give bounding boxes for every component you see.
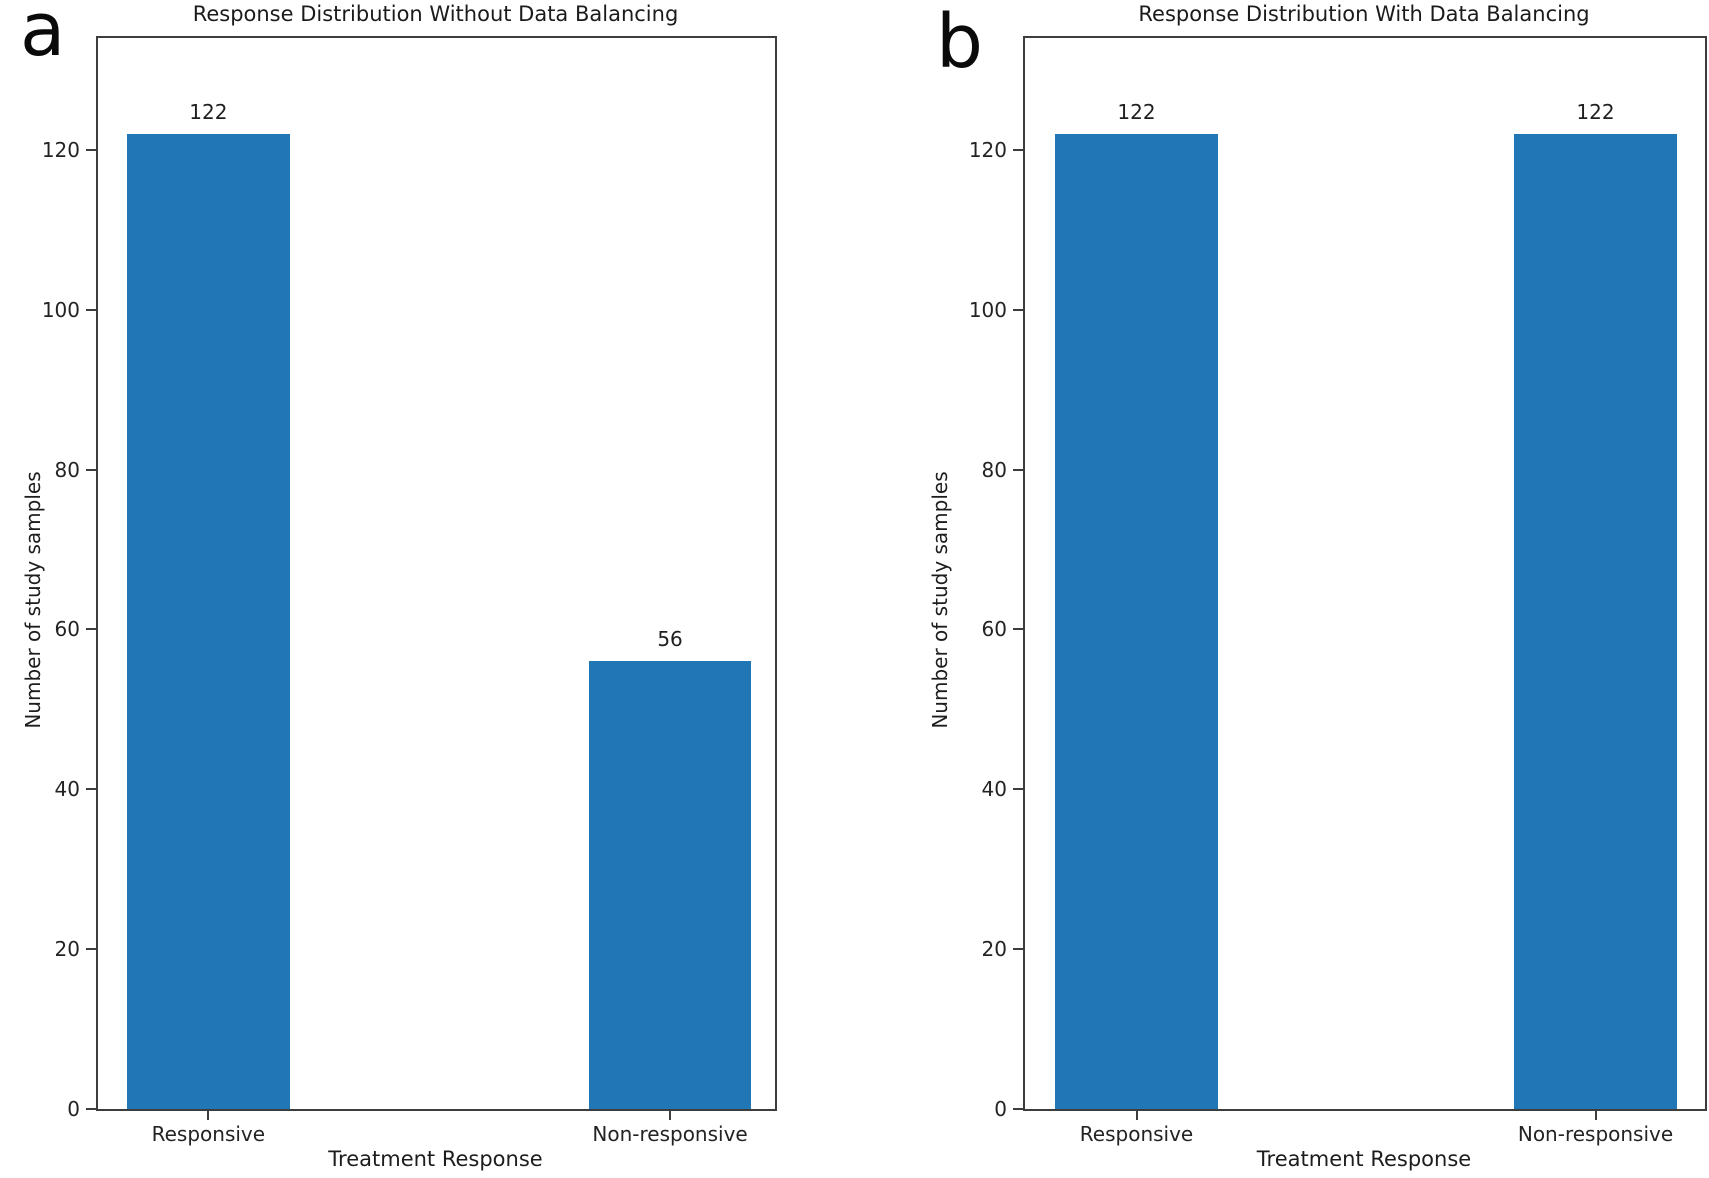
panel-a-y-tick-mark xyxy=(86,308,96,311)
panel-b-y-tick-mark xyxy=(1013,628,1023,631)
panel-a-x-axis-label: Treatment Response xyxy=(328,1147,543,1171)
panel-b-plot-area: 0 20 40 60 80 100 120 122 Responsive 122 Non-respo… xyxy=(969,36,1707,1146)
panel-b-x-tick-mark xyxy=(1594,1111,1597,1120)
panel-a-y-tick-mark xyxy=(86,1108,96,1110)
panel-a-x-tick-label-non-responsive: Non-responsive xyxy=(592,1122,748,1146)
panel-a-y-tick-mark xyxy=(86,788,96,791)
panel-a-bar-value-label: 56 xyxy=(657,627,683,652)
panel-b-y-tick-mark xyxy=(1013,468,1023,471)
panel-a-y-tick-label: 60 xyxy=(54,617,80,642)
panel-b-title: Response Distribution With Data Balancin… xyxy=(1138,2,1590,26)
panel-a-y-tick-mark xyxy=(86,628,96,631)
panel-b-x-tick-label-responsive: Responsive xyxy=(1079,1122,1194,1146)
panel-a-y-tick-label: 20 xyxy=(54,937,80,962)
panel-b-y-tick-label: 100 xyxy=(968,297,1007,322)
panel-a-title: Response Distribution Without Data Balan… xyxy=(192,2,679,26)
panel-b-y-tick-mark xyxy=(1013,788,1023,791)
panel-b-letter: b xyxy=(936,0,983,85)
panel-b-bar-responsive xyxy=(1054,133,1219,1109)
panel-a-letter: a xyxy=(20,0,66,73)
panel-a-y-tick-label: 120 xyxy=(41,137,80,162)
panel-b-y-tick-mark xyxy=(1013,308,1023,311)
panel-a-bar-non-responsive xyxy=(588,661,752,1109)
panel-a-x-tick-mark xyxy=(207,1111,210,1120)
panel-a-y-tick-label: 80 xyxy=(54,457,80,482)
panel-b-x-axis-label: Treatment Response xyxy=(1256,1147,1472,1171)
panel-b-y-tick-label: 40 xyxy=(981,777,1007,802)
panel-b-y-tick-label: 0 xyxy=(994,1097,1007,1121)
panel-a-y-tick-label: 40 xyxy=(54,777,80,802)
panel-a-plot-area: 0 20 40 60 80 100 120 122 Responsive 56 Non-respon… xyxy=(42,36,777,1146)
panel-b-y-tick-label: 120 xyxy=(968,137,1007,162)
panel-b-y-tick-label: 20 xyxy=(981,937,1007,962)
panel-a-y-tick-mark xyxy=(86,148,96,151)
panel-a-x-tick-mark xyxy=(669,1111,672,1120)
panel-a-y-tick-label: 100 xyxy=(41,297,80,322)
panel-b-y-tick-mark xyxy=(1013,948,1023,951)
panel-b-y-tick-mark xyxy=(1013,148,1023,151)
panel-b-x-tick-label-non-responsive: Non-responsive xyxy=(1517,1122,1674,1146)
panel-b-bar-value-label: 122 xyxy=(1117,99,1156,124)
panel-a-y-tick-mark xyxy=(86,948,96,951)
panel-b-x-tick-mark xyxy=(1135,1111,1138,1120)
panel-b-bar-non-responsive xyxy=(1513,133,1678,1109)
panel-b-y-tick-label: 60 xyxy=(981,617,1007,642)
panel-b-y-tick-label: 80 xyxy=(981,457,1007,482)
panel-a-bar-value-label: 122 xyxy=(189,99,228,124)
panel-b-y-tick-mark xyxy=(1013,1108,1023,1110)
panel-b-bar-value-label: 122 xyxy=(1576,99,1615,124)
panel-a-bar-responsive xyxy=(127,133,290,1109)
panel-a-x-tick-label-responsive: Responsive xyxy=(151,1122,266,1146)
panel-b-y-axis-label: Number of study samples xyxy=(928,471,952,729)
panel-a-y-axis-label: Number of study samples xyxy=(21,471,45,729)
panel-a-y-tick-mark xyxy=(86,468,96,471)
panel-a-y-tick-label: 0 xyxy=(67,1097,80,1121)
